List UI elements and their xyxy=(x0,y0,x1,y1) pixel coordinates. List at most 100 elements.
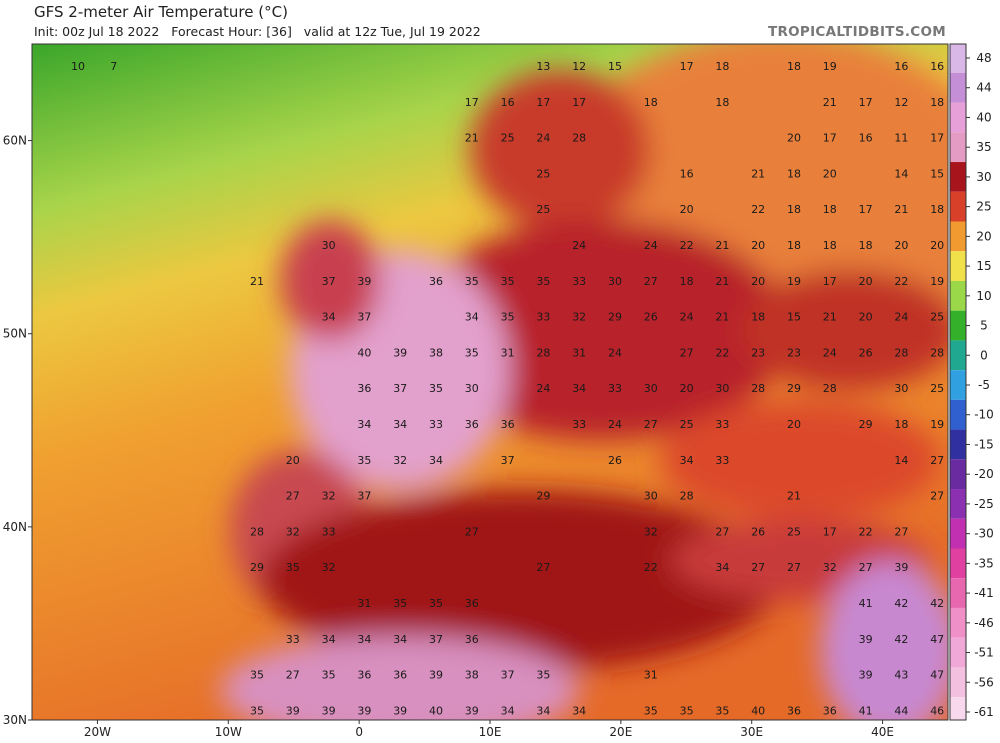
temperature-label: 32 xyxy=(644,525,658,538)
temperature-label: 33 xyxy=(572,275,586,288)
temperature-label: 24 xyxy=(536,132,550,145)
temperature-label: 35 xyxy=(715,704,729,717)
x-tick-label: 20W xyxy=(84,725,111,739)
temperature-label: 33 xyxy=(715,418,729,431)
temperature-label: 32 xyxy=(393,454,407,467)
temperature-label: 27 xyxy=(644,275,658,288)
temperature-label: 14 xyxy=(894,454,908,467)
temperature-label: 27 xyxy=(286,490,300,503)
land-field xyxy=(220,44,948,720)
temperature-label: 24 xyxy=(536,382,550,395)
temperature-label: 26 xyxy=(859,346,873,359)
temperature-label: 18 xyxy=(930,203,944,216)
colorbar-swatch xyxy=(950,370,966,400)
temperature-label: 30 xyxy=(322,239,336,252)
colorbar-swatch xyxy=(950,578,966,608)
temperature-label: 22 xyxy=(751,203,765,216)
temperature-label: 15 xyxy=(930,167,944,180)
temperature-label: 27 xyxy=(787,561,801,574)
temperature-label: 27 xyxy=(930,490,944,503)
temperature-label: 29 xyxy=(536,490,550,503)
temperature-label: 22 xyxy=(680,239,694,252)
temperature-label: 20 xyxy=(859,311,873,324)
temperature-label: 18 xyxy=(787,239,801,252)
temperature-label: 24 xyxy=(572,239,586,252)
temperature-label: 15 xyxy=(608,60,622,73)
credit: TROPICALTIDBITS.COM xyxy=(768,24,946,40)
temperature-label: 35 xyxy=(250,669,264,682)
temperature-label: 37 xyxy=(501,454,515,467)
temperature-label: 20 xyxy=(930,239,944,252)
temperature-label: 36 xyxy=(465,418,479,431)
colorbar-swatch xyxy=(950,280,966,311)
temperature-label: 18 xyxy=(787,60,801,73)
colorbar-label: 20 xyxy=(976,229,991,243)
temperature-label: 27 xyxy=(894,525,908,538)
temperature-label: 40 xyxy=(357,346,371,359)
temperature-label: 25 xyxy=(930,382,944,395)
temperature-label: 27 xyxy=(680,346,694,359)
temperature-label: 12 xyxy=(572,60,586,73)
temperature-label: 30 xyxy=(715,382,729,395)
temperature-label: 34 xyxy=(680,454,694,467)
temperature-label: 16 xyxy=(680,167,694,180)
x-tick-label: 0 xyxy=(355,725,363,739)
temperature-label: 28 xyxy=(751,382,765,395)
colorbar-label: 5 xyxy=(980,319,988,333)
colorbar-label: -25 xyxy=(974,497,994,511)
temperature-label: 32 xyxy=(322,490,336,503)
colorbar-label: 10 xyxy=(976,289,991,303)
temperature-label: 34 xyxy=(465,311,479,324)
temperature-label: 25 xyxy=(501,132,515,145)
temperature-label: 16 xyxy=(501,96,515,109)
temperature-label: 18 xyxy=(715,60,729,73)
temperature-label: 18 xyxy=(751,311,765,324)
temperature-label: 38 xyxy=(465,669,479,682)
colorbar-label: -56 xyxy=(974,675,994,689)
temperature-label: 22 xyxy=(859,525,873,538)
temperature-label: 17 xyxy=(859,96,873,109)
colorbar-label: -46 xyxy=(974,616,994,630)
temperature-label: 16 xyxy=(894,60,908,73)
temperature-label: 34 xyxy=(393,418,407,431)
temperature-label: 32 xyxy=(286,525,300,538)
x-tick-label: 40E xyxy=(871,725,894,739)
colorbar-swatch xyxy=(950,607,966,638)
temperature-label: 22 xyxy=(715,346,729,359)
temperature-label: 36 xyxy=(357,669,371,682)
colorbar-swatch xyxy=(950,518,966,549)
colorbar-swatch xyxy=(950,548,966,579)
temperature-label: 23 xyxy=(751,346,765,359)
temperature-label: 35 xyxy=(680,704,694,717)
colorbar-label: -5 xyxy=(978,378,990,392)
map-subtitle: Init: 00z Jul 18 2022 Forecast Hour: [36… xyxy=(34,24,481,39)
colorbar-swatch xyxy=(950,132,966,163)
temperature-label: 35 xyxy=(536,669,550,682)
temperature-label: 24 xyxy=(894,311,908,324)
temperature-label: 34 xyxy=(572,704,586,717)
temperature-label: 21 xyxy=(823,96,837,109)
temperature-label: 33 xyxy=(715,454,729,467)
colorbar-label: 48 xyxy=(976,51,991,65)
temperature-label: 19 xyxy=(930,275,944,288)
temperature-label: 39 xyxy=(859,669,873,682)
colorbar-label: -30 xyxy=(974,527,994,541)
temperature-label: 17 xyxy=(572,96,586,109)
temperature-label: 37 xyxy=(357,490,371,503)
temperature-label: 20 xyxy=(859,275,873,288)
colorbar-swatch xyxy=(950,221,966,252)
temperature-label: 35 xyxy=(322,669,336,682)
temperature-label: 34 xyxy=(322,633,336,646)
temperature-label: 11 xyxy=(894,132,908,145)
colorbar-swatch xyxy=(950,399,966,430)
temperature-label: 33 xyxy=(536,311,550,324)
temperature-label: 17 xyxy=(930,132,944,145)
temperature-label: 36 xyxy=(787,704,801,717)
temperature-label: 24 xyxy=(644,239,658,252)
temperature-label: 29 xyxy=(250,561,264,574)
temperature-label: 17 xyxy=(823,132,837,145)
colorbar-label: -51 xyxy=(974,646,994,660)
temperature-label: 16 xyxy=(930,60,944,73)
colorbar-swatch xyxy=(950,310,966,341)
